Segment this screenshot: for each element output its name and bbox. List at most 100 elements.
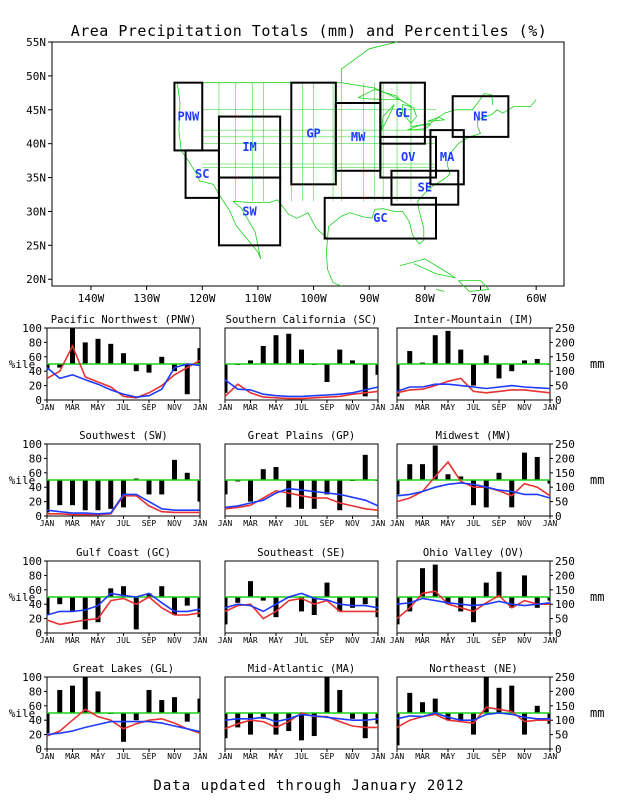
panel-title: Great Plains (GP) [248,430,355,442]
percentile-bar [299,349,304,364]
x-tick-label: JAN [543,519,558,528]
y2-tick-label: 0 [555,743,562,756]
region-label-sc: SC [195,167,209,181]
percentile-bar [57,597,63,605]
panel-im: Inter-Mountain (IM) JAN MAR MAY JUL SEP NOV JAN… [390,314,605,412]
region-box-se [390,169,460,206]
percentile-bar [95,480,101,511]
x-tick-label: JAN [543,636,558,645]
panel-ne: Northeast (NE)JAN MAR MAY JUL SEP NOV JAN05010… [390,663,605,761]
y2-tick-label: 250 [555,438,575,451]
percentile-bar [133,364,139,372]
percentile-bar [362,364,368,397]
lon-tick-label: 140W [78,292,105,305]
percentile-bar [350,597,355,608]
percentile-bar [225,480,228,495]
y-tick-label: 80 [29,685,42,698]
percentile-bar [362,454,368,480]
percentile-bar [225,364,228,393]
percentile-bar [496,364,502,379]
percentile-bar [483,677,489,713]
x-tick-label: JUL [294,403,309,412]
percentile-bar [496,472,502,480]
y-tick-label: 100 [22,322,42,335]
percentile-bar [248,360,253,364]
percentile-bar [121,353,126,364]
percentile-line [46,720,201,736]
percentile-bar [458,349,464,364]
percentile-bar [299,713,304,741]
lat-tick-label: 45N [26,104,46,117]
percentile-bar [458,713,464,722]
percentile-bar [445,330,451,364]
y-tick-label: 100 [22,671,42,684]
y2-tick-label: 200 [555,452,575,465]
region-label-im: IM [242,140,256,154]
percentile-bar [197,480,200,502]
percentile-bar [509,597,515,608]
precip-line [396,377,551,394]
percentile-bar [471,480,476,506]
y2-tick-label: 100 [555,598,575,611]
percentile-line [46,493,200,515]
percentile-bar [225,713,228,739]
left-axis-label: %ile [9,707,36,720]
percentile-bar [509,364,515,372]
panel-title: Mid-Atlantic (MA) [248,663,355,675]
region-box-gc [323,196,437,240]
y-tick-label: 20 [29,380,42,393]
x-tick-label: SEP [492,519,507,528]
y2-tick-label: 150 [555,351,575,364]
percentile-bar [184,364,190,395]
y2-tick-label: 100 [555,481,575,494]
percentile-bar [534,597,540,608]
x-tick-label: MAY [441,403,456,412]
left-axis-label: %ile [9,474,36,487]
percentile-line [396,597,551,607]
y2-tick-label: 150 [555,700,575,713]
percentile-bar [108,343,114,364]
y2-tick-label: 200 [555,569,575,582]
percentile-bar [235,713,241,728]
x-tick-label: NOV [345,403,360,412]
x-tick-label: JAN [371,403,386,412]
percentile-bar [82,677,88,713]
percentile-bar [70,685,75,713]
percentile-bar [407,351,413,364]
y-tick-label: 40 [29,598,42,611]
right-axis-label: mm [590,357,604,371]
x-tick-label: NOV [345,752,360,761]
x-tick-label: JAN [390,403,405,412]
percentile-bar [432,564,438,597]
percentile-bar [273,597,279,618]
percentile-bar [534,705,540,713]
lat-tick-label: 40N [26,138,46,151]
x-tick-label: MAY [91,752,106,761]
x-tick-label: MAY [269,519,284,528]
percentile-bar [184,713,190,722]
x-tick-label: JUL [116,636,131,645]
percentile-bar [235,597,241,603]
y-tick-label: 20 [29,729,42,742]
percentile-bar [420,568,425,597]
x-tick-label: MAY [91,519,106,528]
percentile-bar [82,342,88,364]
y2-tick-label: 250 [555,555,575,568]
region-box-ov [379,135,438,179]
y-tick-label: 0 [35,510,42,523]
percentile-line [224,379,379,398]
percentile-bar [350,713,355,719]
percentile-bar [82,480,88,511]
percentile-line [46,592,201,616]
x-tick-label: MAY [269,403,284,412]
y-tick-label: 0 [35,394,42,407]
percentile-bar [299,597,304,612]
x-tick-label: JAN [371,752,386,761]
precip-line [224,712,378,730]
percentile-bar [324,582,330,597]
percentile-bar [311,480,317,509]
percentile-bar [172,597,177,615]
x-tick-label: MAR [415,752,430,761]
percentile-bar [47,713,50,734]
percentile-bar [362,713,368,739]
